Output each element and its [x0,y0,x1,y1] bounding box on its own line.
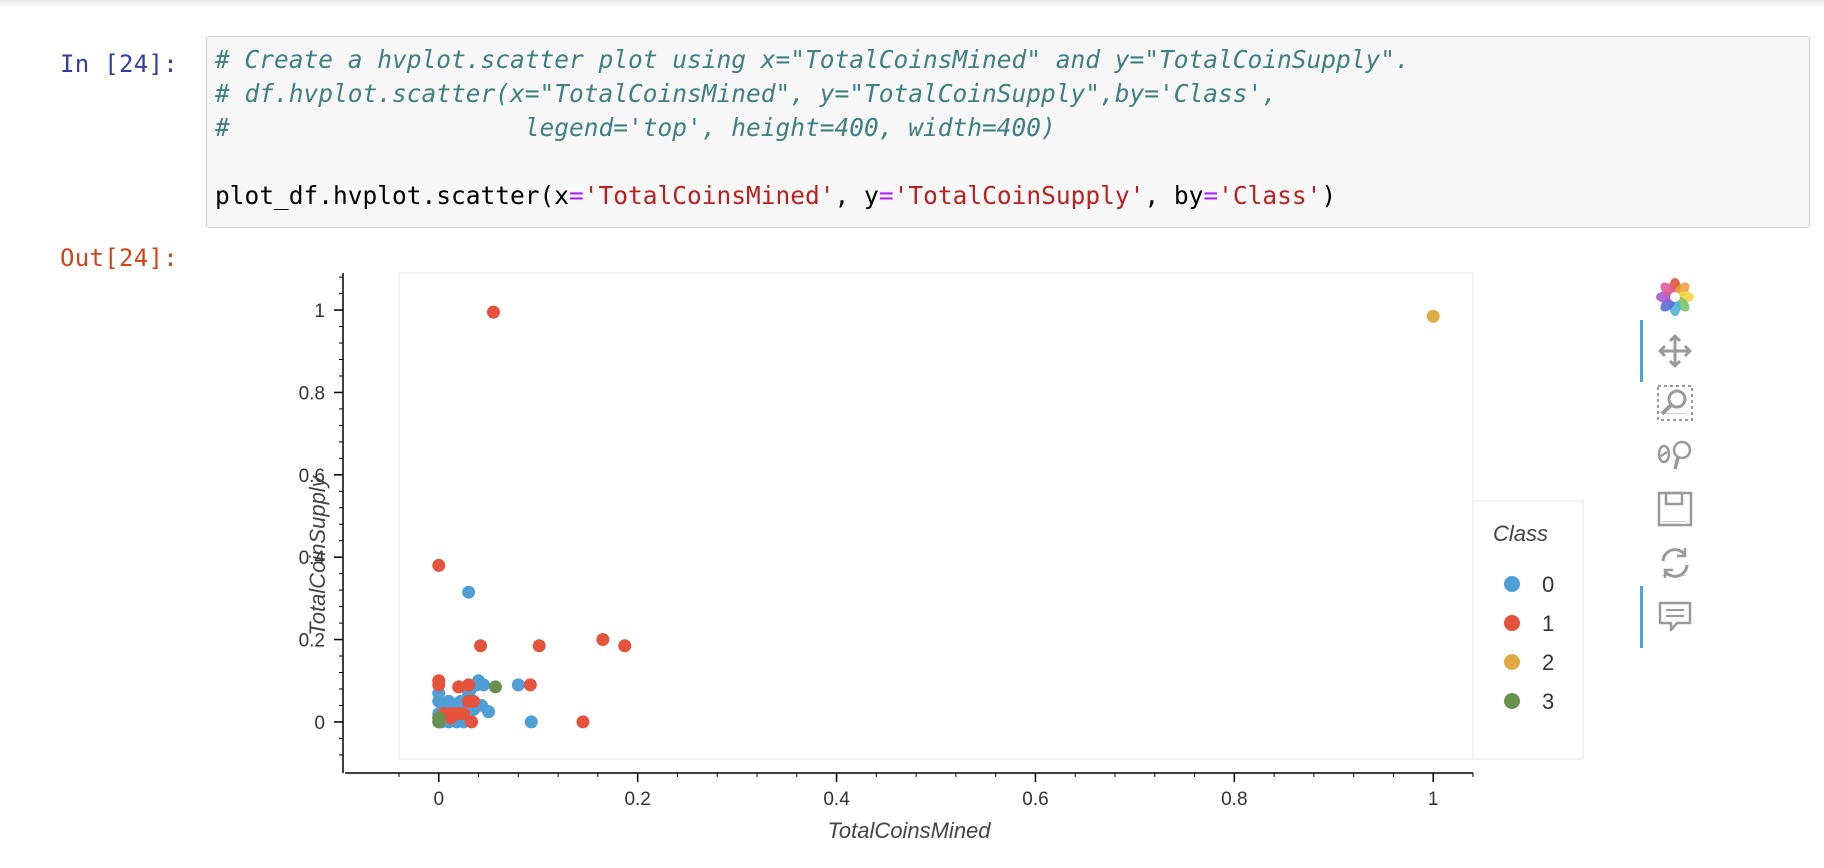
y-tick-label: 0.6 [299,466,325,487]
code-line: plot_df.hvplot.scatter(x='TotalCoinsMine… [215,181,1336,211]
legend-label-class-3: 3 [1542,689,1554,714]
notebook-top-border [0,0,1824,8]
legend-label-class-2: 2 [1542,650,1554,675]
code-token: = [569,181,584,210]
legend-label-class-1: 1 [1542,611,1554,636]
y-tick-label: 0.8 [299,383,325,404]
x-tick-label: 0.8 [1221,789,1247,810]
data-point-class-1 [462,678,476,692]
code-token: , y [834,181,879,210]
active-tool-indicator [1640,320,1643,382]
data-point-class-1 [457,707,471,721]
code-line: # Create a hvplot.scatter plot using x="… [215,45,1410,75]
y-tick-label: 1 [314,301,325,322]
legend-swatch-class-2 [1504,654,1520,670]
plot-toolbar [1640,268,1710,688]
pan-icon[interactable] [1652,328,1698,374]
data-point-class-1 [576,715,590,729]
legend-title: Class [1493,521,1548,546]
data-point-class-0 [477,678,491,692]
x-tick-label: 0.2 [624,789,650,810]
data-point-class-3 [432,711,446,725]
save-icon[interactable] [1652,486,1698,532]
y-axis-title: TotalCoinSupply [305,474,330,635]
toolbar-separator [1662,521,1686,522]
legend: Class 0 1 2 3 [1472,500,1584,760]
data-point-class-1 [465,715,479,729]
data-point-class-1 [486,305,500,319]
hover-icon[interactable] [1652,594,1698,640]
bokeh-logo-icon[interactable] [1652,274,1698,320]
code-token: 'Class' [1218,181,1322,210]
data-point-class-1 [474,639,488,653]
data-point-class-1 [596,633,610,647]
box-zoom-icon[interactable] [1652,380,1698,426]
x-tick-label: 0.4 [823,789,850,810]
output-prompt: Out[24]: [60,244,178,272]
data-point-class-1 [452,680,466,694]
y-tick-label: 0 [314,713,325,734]
code-token: , by [1144,181,1204,210]
code-token: = [878,181,894,210]
plot-axes: 0 0.2 0.4 0.6 0.8 1 0 0.2 0.4 0.6 0.8 1 TotalCoinsMi… [299,273,1474,843]
scatter-plot[interactable]: 0 0.2 0.4 0.6 0.8 1 0 0.2 0.4 0.6 0.8 1 TotalCoinsMi… [280,255,1640,855]
code-token: ) [1321,181,1337,210]
code-line: # legend='top', height=400, width=400) [215,113,1056,143]
data-point-class-1 [523,678,537,692]
code-token: # legend='top', height=400, width=400) [215,113,1056,142]
data-point-class-0 [482,705,495,719]
x-tick-label: 1 [1428,789,1439,810]
x-tick-label: 0 [433,789,444,810]
y-tick-label: 0.4 [299,548,326,569]
wheel-zoom-icon[interactable] [1652,432,1698,478]
data-point-class-0 [462,585,476,599]
data-point-class-1 [467,694,481,708]
plot-frame [398,272,1474,760]
data-point-class-2 [1426,309,1440,323]
code-cell-editor[interactable]: # Create a hvplot.scatter plot using x="… [206,36,1810,228]
reset-icon[interactable] [1652,540,1698,586]
y-tick-label: 0.2 [299,631,325,652]
code-line: # df.hvplot.scatter(x="TotalCoinsMined",… [215,79,1277,109]
x-axis-title: TotalCoinsMined [827,818,991,843]
data-point-class-1 [432,558,446,572]
data-point-class-3 [488,680,502,694]
data-point-class-1 [432,678,446,692]
input-prompt: In [24]: [60,50,178,78]
x-tick-label: 0.6 [1022,789,1048,810]
legend-box [1472,500,1584,760]
toolbar-separator [1662,413,1686,414]
data-point-class-0 [511,678,525,692]
data-point-class-1 [618,639,632,653]
data-points [432,305,1440,729]
legend-label-class-0: 0 [1542,572,1554,597]
code-token: plot_df.hvplot.scatter(x [215,181,570,210]
code-token: 'TotalCoinSupply' [893,181,1145,210]
code-token: # Create a hvplot.scatter plot using x="… [215,45,1410,74]
data-point-class-0 [524,715,538,729]
code-token: 'TotalCoinsMined' [583,181,835,210]
code-token: # df.hvplot.scatter(x="TotalCoinsMined",… [215,79,1278,108]
code-token: = [1203,181,1219,210]
data-point-class-1 [532,639,546,653]
legend-swatch-class-1 [1504,615,1520,631]
legend-swatch-class-0 [1504,576,1520,592]
legend-swatch-class-3 [1504,693,1520,709]
active-tool-indicator [1640,586,1643,648]
